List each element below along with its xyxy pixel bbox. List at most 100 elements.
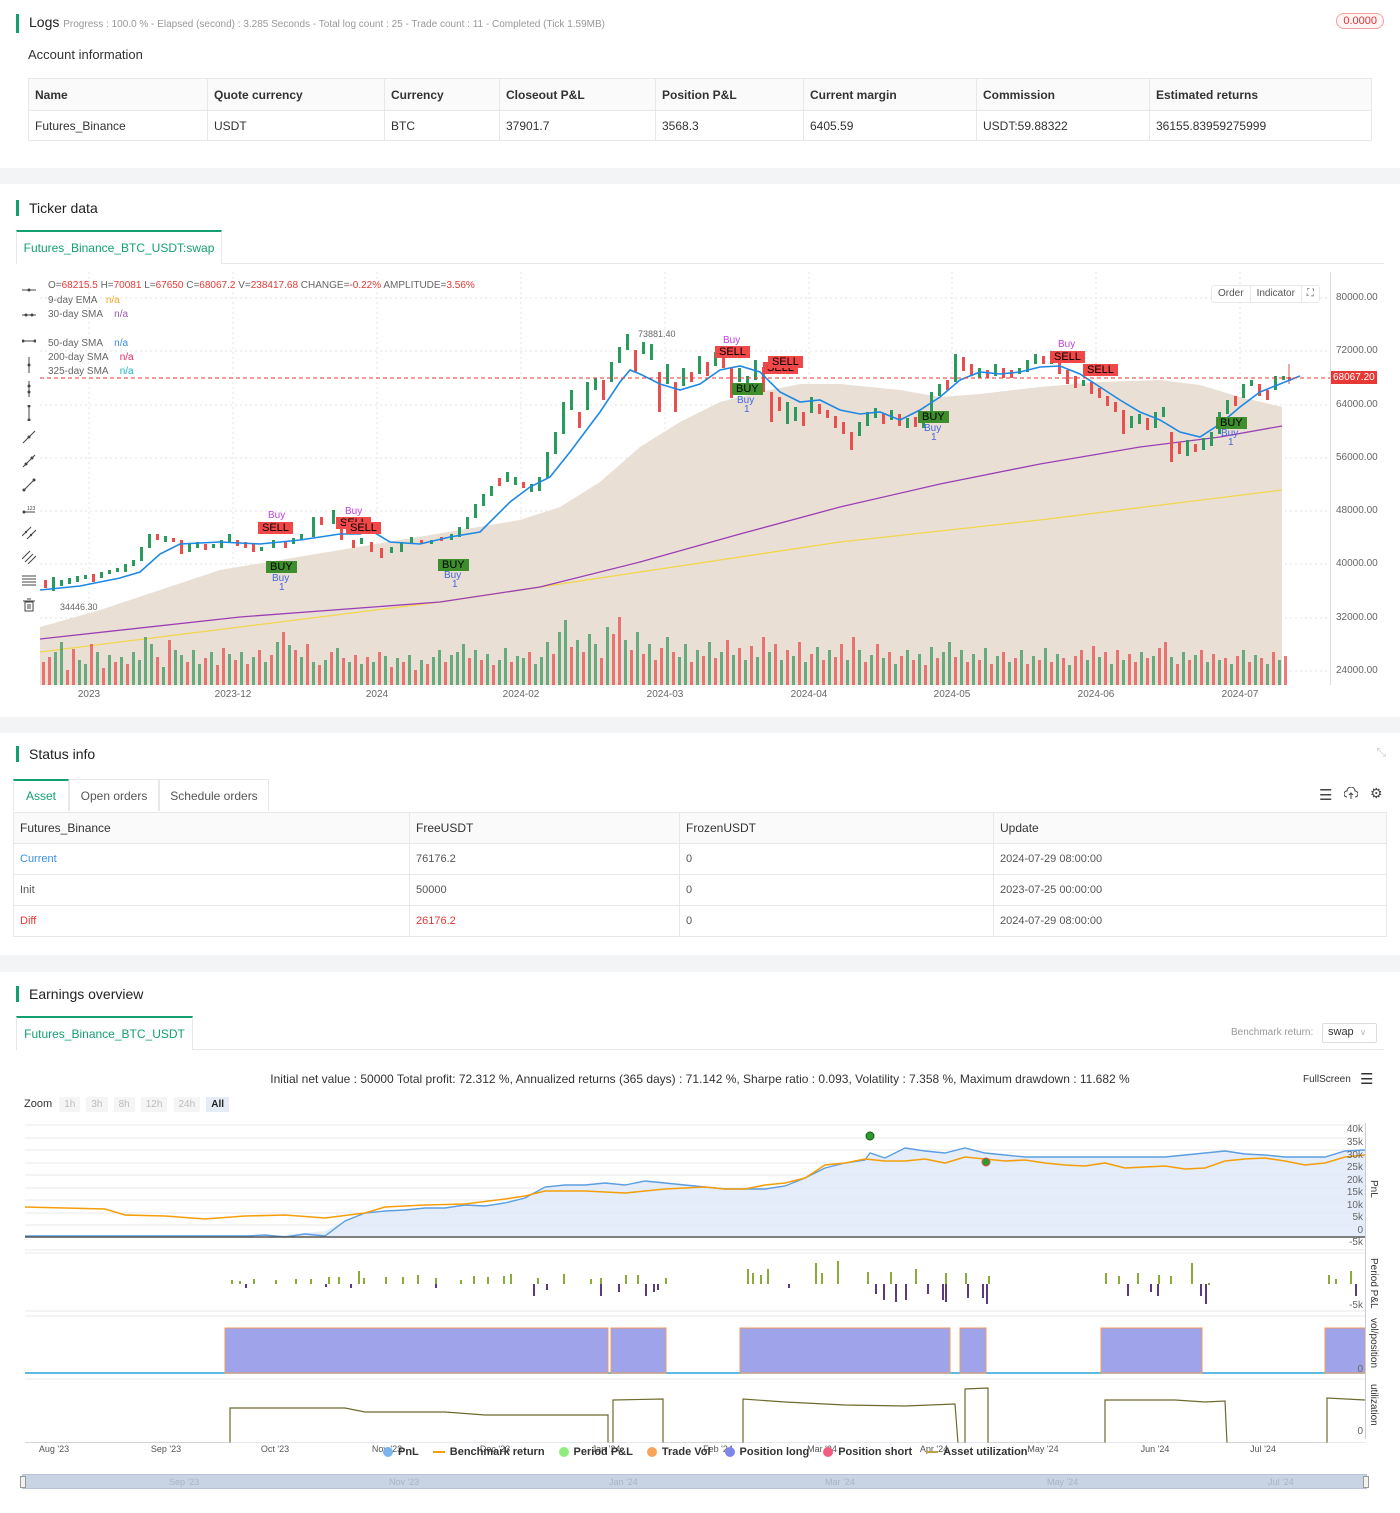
high-value: 70081: [113, 280, 142, 291]
pnl-tick: 40k: [1346, 1124, 1363, 1135]
zoom-controls: Zoom 1h 3h 8h 12h 24h All: [24, 1097, 232, 1112]
nav-tick: Nov '23: [389, 1477, 420, 1487]
logs-progress: Progress : 100.0 % - Elapsed (second) : …: [63, 19, 606, 30]
price-channel-icon[interactable]: [18, 546, 40, 568]
x-tick: Dec '23: [479, 1444, 511, 1454]
legend-label: Trade Vol: [661, 1446, 711, 1458]
legend-asset-utilization[interactable]: Asset utilization: [926, 1446, 1028, 1458]
legend-benchmark[interactable]: Benchmark return: [432, 1446, 545, 1458]
y-tick: 24000.00: [1336, 665, 1378, 676]
zoom-24h[interactable]: 24h: [173, 1097, 201, 1112]
x-tick: 2024-02: [502, 689, 540, 700]
indicator-button[interactable]: Indicator: [1251, 286, 1302, 302]
horizontal-segment-icon[interactable]: [18, 304, 40, 326]
range-navigator[interactable]: Sep '23 Nov '23 Jan '24 Mar '24 May '24 …: [20, 1474, 1369, 1489]
settings-gear-icon[interactable]: ⚙: [1370, 785, 1383, 801]
legend-position-short[interactable]: Position short: [823, 1446, 912, 1458]
buy-qty: 1: [1228, 437, 1234, 448]
row-label-current[interactable]: Current: [13, 843, 410, 875]
y-tick: 80000.00: [1336, 292, 1378, 303]
buy-signal: BUY: [1216, 417, 1247, 429]
pnl-tick: 10k: [1346, 1200, 1363, 1211]
account-table-header: Name Quote currency Currency Closeout P&…: [28, 78, 1372, 111]
tab-schedule-orders[interactable]: Schedule orders: [159, 779, 269, 811]
volume-label: V=: [238, 280, 251, 291]
segment-icon[interactable]: [18, 450, 40, 472]
tab-ticker-symbol[interactable]: Futures_Binance_BTC_USDT:swap: [16, 230, 222, 264]
col-name: Name: [28, 78, 208, 111]
open-label: O=: [48, 280, 62, 291]
legend-trade-vol[interactable]: Trade Vol: [646, 1446, 711, 1458]
earnings-chart[interactable]: [25, 1123, 1365, 1443]
buy-signal: BUY: [266, 561, 297, 573]
y-tick: 64000.00: [1336, 399, 1378, 410]
legend-period-pnl[interactable]: Period P&L: [558, 1446, 633, 1458]
cell-update: 2024-07-29 08:00:00: [993, 905, 1387, 937]
x-tick: 2024: [365, 689, 389, 700]
axis-title-pnl: PnL: [1368, 1180, 1379, 1198]
straight-line-icon[interactable]: [18, 474, 40, 496]
tab-earnings-symbol[interactable]: Futures_Binance_BTC_USDT: [16, 1016, 193, 1050]
logs-title: Logs: [29, 14, 60, 30]
indicator-name: 325-day SMA: [48, 366, 109, 377]
fullscreen-button[interactable]: FullScreen: [1303, 1074, 1351, 1085]
list-icon[interactable]: ☰: [1319, 787, 1333, 804]
low-value: 67650: [155, 280, 184, 291]
zoom-1h[interactable]: 1h: [59, 1097, 81, 1112]
vertical-segment-icon[interactable]: [18, 378, 40, 400]
tab-asset[interactable]: Asset: [13, 779, 69, 811]
parallel-lines-icon[interactable]: [18, 522, 40, 544]
benchmark-select[interactable]: swap ∨: [1322, 1023, 1377, 1043]
tab-open-orders[interactable]: Open orders: [69, 779, 159, 811]
x-tick: May '24: [1027, 1444, 1059, 1454]
trash-icon[interactable]: [18, 594, 40, 616]
cell-commission: USDT:59.88322: [976, 110, 1150, 141]
cell-name: Futures_Binance: [28, 110, 208, 141]
cell-position-pnl: 3568.3: [655, 110, 804, 141]
chevron-down-icon: ∨: [1359, 1027, 1367, 1037]
horizontal-line-icon[interactable]: [18, 330, 40, 352]
trade-vol-dot-icon: [646, 1447, 657, 1457]
zoom-all[interactable]: All: [206, 1097, 230, 1112]
price-line-icon[interactable]: 123: [18, 498, 40, 520]
sell-signal: SELL: [346, 522, 381, 534]
collapse-icon[interactable]: ⤡: [1376, 745, 1386, 759]
order-button[interactable]: Order: [1212, 286, 1251, 302]
fibonacci-icon[interactable]: [18, 570, 40, 592]
indicator-value: n/a: [105, 295, 120, 306]
performance-summary: Initial net value : 50000 Total profit: …: [270, 1072, 1130, 1086]
legend-pnl[interactable]: PnL: [383, 1446, 419, 1458]
drawing-toolbar: 123: [18, 279, 40, 616]
util-zero-tick: 0: [1357, 1426, 1363, 1437]
change-label: CHANGE=: [300, 280, 350, 291]
ray-icon[interactable]: [18, 426, 40, 448]
fullscreen-icon[interactable]: ⛶: [1306, 288, 1314, 299]
benchmark-value: swap: [1328, 1026, 1354, 1038]
buy-marker-label: Buy: [345, 506, 363, 517]
vertical-line-icon[interactable]: [18, 402, 40, 424]
pnl-tick: 35k: [1346, 1137, 1363, 1148]
cloud-upload-icon[interactable]: [1343, 786, 1359, 802]
long-dot-icon: [724, 1447, 735, 1457]
menu-icon[interactable]: ☰: [1360, 1071, 1374, 1088]
logs-header: Logs Progress : 100.0 % - Elapsed (secon…: [16, 14, 605, 33]
nav-handle-right[interactable]: [1363, 1476, 1369, 1488]
nav-tick: Jul '24: [1268, 1477, 1294, 1487]
zoom-8h[interactable]: 8h: [113, 1097, 135, 1112]
horizontal-ray-icon[interactable]: [18, 279, 40, 301]
candlestick-chart[interactable]: Buy SELL BUY Buy 1 Buy SELL SELL BUY Buy…: [40, 272, 1330, 685]
buy-label: Buy: [737, 395, 755, 406]
table-row: Diff 26176.2 0 2024-07-29 08:00:00: [13, 905, 1387, 937]
earnings-title: Earnings overview: [16, 986, 143, 1002]
legend-position-long[interactable]: Position long: [724, 1446, 809, 1458]
buy-qty: 1: [452, 579, 458, 590]
x-tick: 2024-07: [1221, 689, 1259, 700]
zoom-12h[interactable]: 12h: [140, 1097, 168, 1112]
x-tick: Mar '24: [807, 1444, 837, 1454]
sell-signal: SELL: [1050, 351, 1085, 363]
nav-handle-left[interactable]: [20, 1476, 26, 1488]
zoom-3h[interactable]: 3h: [86, 1097, 108, 1112]
vertical-ray-icon[interactable]: [18, 354, 40, 376]
x-tick: Apr '24: [919, 1444, 949, 1454]
cell-currency: BTC: [384, 110, 500, 141]
